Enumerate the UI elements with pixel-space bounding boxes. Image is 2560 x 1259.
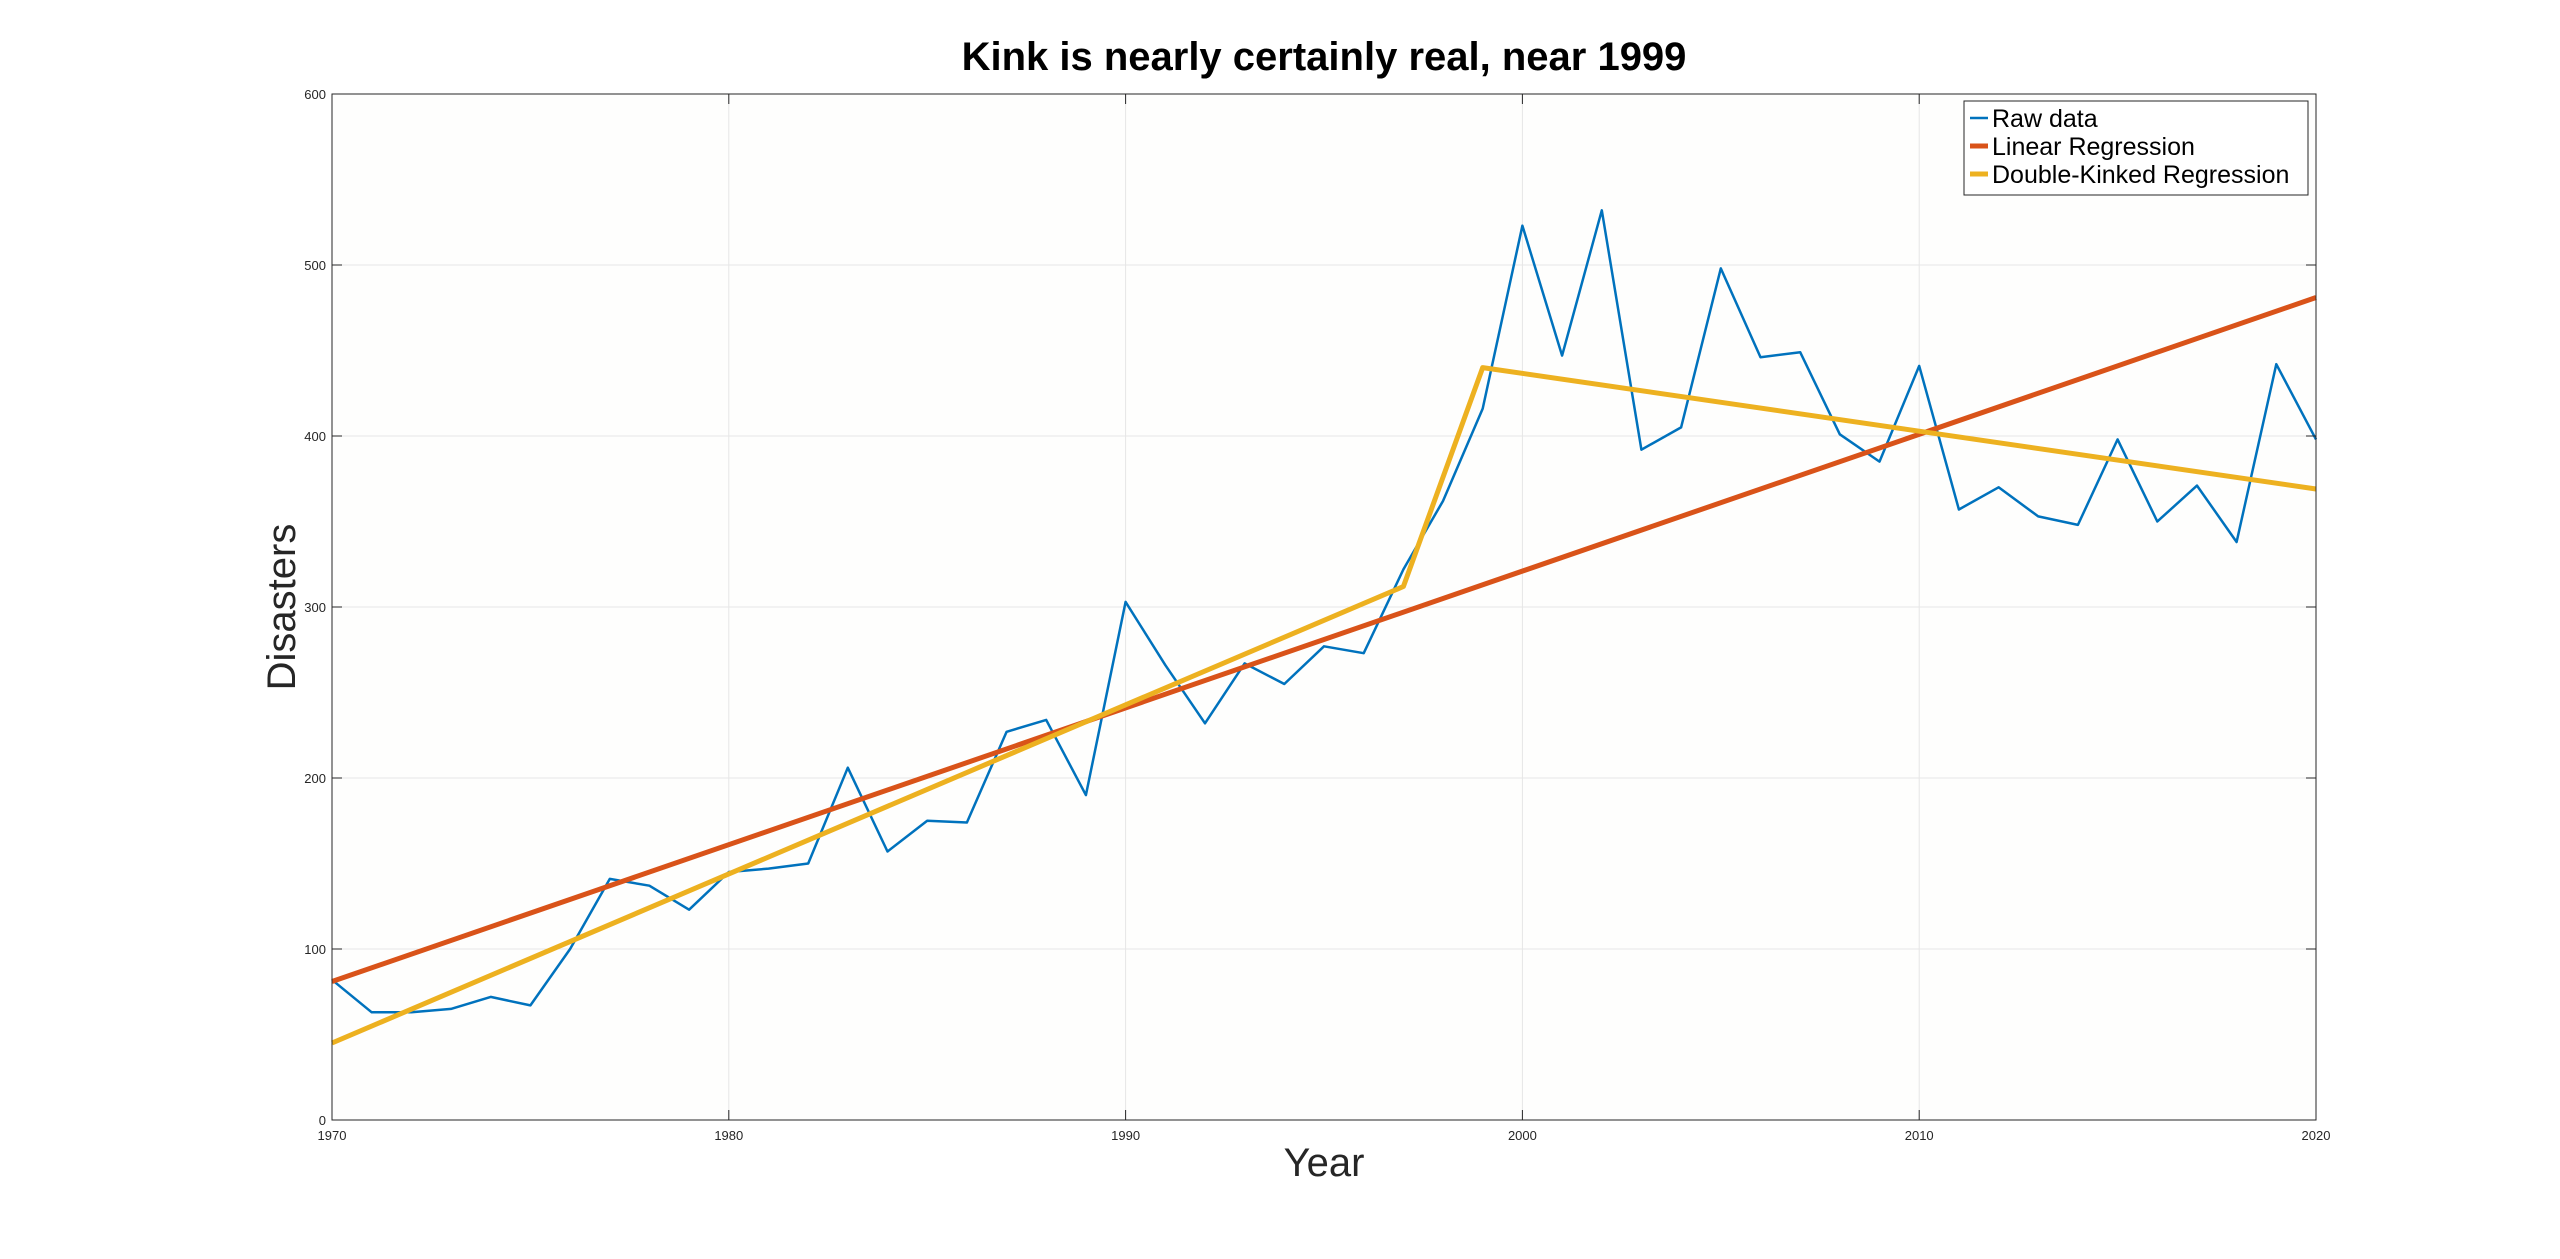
y-axis-label: Disasters bbox=[260, 524, 304, 691]
y-tick-label: 200 bbox=[304, 771, 326, 786]
y-tick-label: 100 bbox=[304, 942, 326, 957]
x-tick-label: 1990 bbox=[1111, 1128, 1140, 1143]
x-tick-label: 1970 bbox=[318, 1128, 347, 1143]
series-layer bbox=[331, 209, 2318, 1046]
y-tick-label: 500 bbox=[304, 258, 326, 273]
series-line-0 bbox=[331, 209, 2318, 1014]
legend-entry: Raw data bbox=[1992, 105, 2098, 133]
x-tick-label: 2020 bbox=[2302, 1128, 2331, 1143]
y-tick-label: 400 bbox=[304, 429, 326, 444]
series-line-2 bbox=[331, 365, 2317, 1046]
chart-title: Kink is nearly certainly real, near 1999 bbox=[962, 35, 1687, 79]
x-tick-label: 1980 bbox=[714, 1128, 743, 1143]
y-tick-label: 300 bbox=[304, 600, 326, 615]
x-tick-label: 2010 bbox=[1905, 1128, 1934, 1143]
y-tick-label: 600 bbox=[304, 87, 326, 102]
series-line-1 bbox=[331, 295, 2317, 984]
x-axis-label: Year bbox=[1284, 1141, 1365, 1185]
y-tick-label: 0 bbox=[319, 1113, 326, 1128]
legend-entry: Double-Kinked Regression bbox=[1992, 161, 2289, 189]
legend-box bbox=[1963, 100, 2309, 196]
x-tick-label: 2000 bbox=[1508, 1128, 1537, 1143]
legend-entry: Linear Regression bbox=[1992, 133, 2195, 161]
ticks: 1970 1980 1990 2000 2010 2020 0 100 200 300 400 500… bbox=[304, 87, 2330, 1143]
